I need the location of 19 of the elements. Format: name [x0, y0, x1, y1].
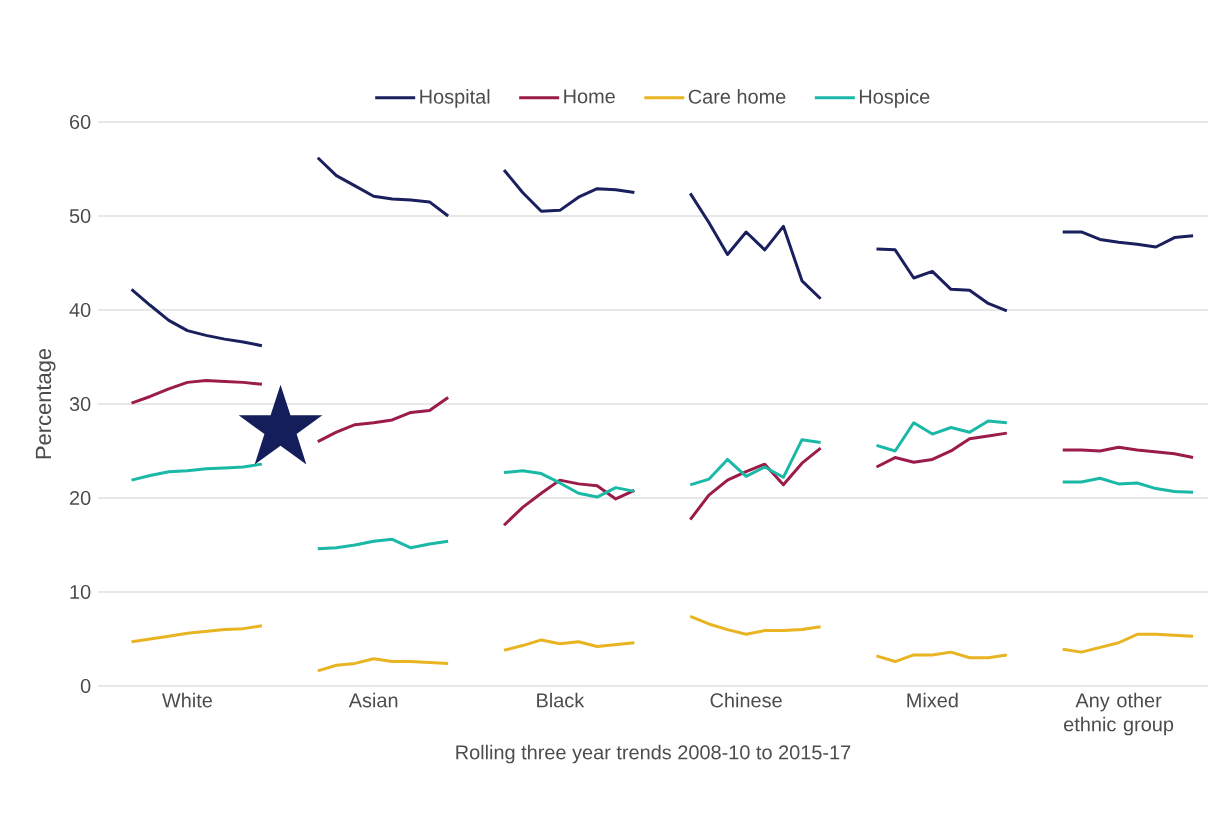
y-tick-label: 60	[70, 114, 91, 130]
y-tick-label: 40	[69, 302, 91, 318]
legend-label: Home	[564, 89, 615, 104]
y-tick-label: 0	[80, 678, 91, 694]
x-tick-label: Asian	[348, 692, 398, 708]
y-tick-label: 10	[70, 584, 91, 600]
x-tick-label: Any other ethnic group	[1064, 692, 1174, 736]
x-tick-label: Mixed	[907, 692, 958, 708]
y-tick-label: 30	[69, 396, 91, 412]
legend-label: Hospice	[859, 89, 930, 108]
x-tick-label: Black	[537, 692, 585, 708]
legend-label: Care home	[688, 89, 786, 104]
legend-label: Hospital	[420, 89, 490, 108]
x-tick-label: White	[162, 692, 212, 708]
y-axis-title: Percentage	[35, 348, 56, 459]
x-tick-label: Chinese	[710, 692, 782, 708]
x-axis-title: Rolling three year trends 2008-10 to 2015-17	[456, 744, 851, 764]
y-tick-label: 20	[70, 490, 91, 506]
y-tick-label: 50	[69, 208, 91, 224]
